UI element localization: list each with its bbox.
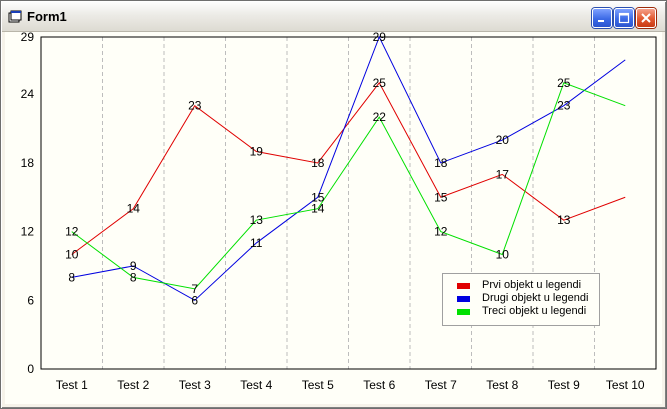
data-label: 13 — [557, 213, 571, 227]
chart-area: 0 6 12 18 24 29 Test 1 Test 2 Test 3 Test 4 Test 5… — [5, 32, 662, 404]
data-label: 8 — [130, 270, 137, 284]
legend-swatch — [457, 283, 470, 289]
data-label: 23 — [188, 99, 202, 113]
series-line-2 — [71, 35, 626, 301]
x-tick-label: Test 9 — [548, 378, 580, 392]
y-tick-label: 12 — [21, 225, 35, 239]
y-tick-label: 0 — [27, 362, 34, 376]
data-label: 14 — [311, 202, 325, 216]
y-tick-label: 29 — [21, 32, 35, 44]
data-label: 14 — [127, 202, 141, 216]
legend-swatch — [457, 309, 470, 315]
legend-label: Drugi objekt u legendi — [482, 292, 589, 304]
data-label: 12 — [434, 225, 448, 239]
x-tick-label: Test 10 — [606, 378, 645, 392]
data-label: 25 — [373, 76, 387, 90]
window-title: Form1 — [27, 9, 67, 24]
data-label: 29 — [373, 32, 387, 44]
legend-label: Treci objekt u legendi — [482, 305, 587, 317]
data-label: 20 — [496, 133, 510, 147]
close-button[interactable] — [636, 8, 656, 28]
data-label: 7 — [191, 282, 198, 296]
minimize-button[interactable] — [592, 8, 612, 28]
data-label: 10 — [65, 248, 79, 262]
x-tick-label: Test 2 — [117, 378, 149, 392]
data-label: 15 — [311, 190, 325, 204]
maximize-button[interactable] — [614, 8, 634, 28]
x-tick-label: Test 4 — [240, 378, 272, 392]
data-label: 12 — [65, 225, 79, 239]
data-label: 22 — [373, 110, 387, 124]
close-icon — [641, 13, 651, 23]
legend-item: Drugi objekt u legendi — [443, 292, 599, 307]
data-label: 23 — [557, 99, 571, 113]
data-label: 13 — [250, 213, 264, 227]
legend-item: Treci objekt u legendi — [443, 305, 599, 320]
chart-legend: Prvi objekt u legendi Drugi objekt u lege… — [442, 273, 600, 326]
legend-item: Prvi objekt u legendi — [443, 279, 599, 294]
x-tick-label: Test 5 — [302, 378, 334, 392]
series-line-1 — [71, 81, 626, 255]
window-icon — [8, 10, 22, 23]
minimize-icon — [598, 20, 604, 22]
y-tick-label: 18 — [21, 156, 35, 170]
data-label: 11 — [250, 236, 263, 250]
data-label: 10 — [496, 248, 510, 262]
legend-swatch — [457, 296, 470, 302]
data-label: 18 — [311, 156, 325, 170]
legend-label: Prvi objekt u legendi — [482, 279, 582, 291]
plot-frame — [40, 36, 657, 370]
data-label: 25 — [557, 76, 571, 90]
x-tick-label: Test 3 — [179, 378, 211, 392]
maximize-icon — [618, 12, 630, 24]
series-line-3 — [71, 82, 626, 290]
data-label: 17 — [496, 167, 510, 181]
data-label: 8 — [68, 270, 75, 284]
title-bar[interactable]: Form1 — [2, 2, 665, 32]
data-label: 9 — [130, 259, 137, 273]
y-tick-label: 24 — [21, 87, 35, 101]
y-tick-label: 6 — [27, 293, 34, 307]
data-label: 19 — [250, 144, 264, 158]
data-label: 6 — [191, 293, 198, 307]
x-tick-label: Test 1 — [56, 378, 88, 392]
data-label: 18 — [434, 156, 448, 170]
x-tick-label: Test 7 — [425, 378, 457, 392]
x-tick-label: Test 6 — [363, 378, 395, 392]
data-label: 15 — [434, 190, 448, 204]
line-chart: 0 6 12 18 24 29 Test 1 Test 2 Test 3 Test 4 Test 5… — [21, 32, 657, 392]
x-tick-label: Test 8 — [486, 378, 518, 392]
